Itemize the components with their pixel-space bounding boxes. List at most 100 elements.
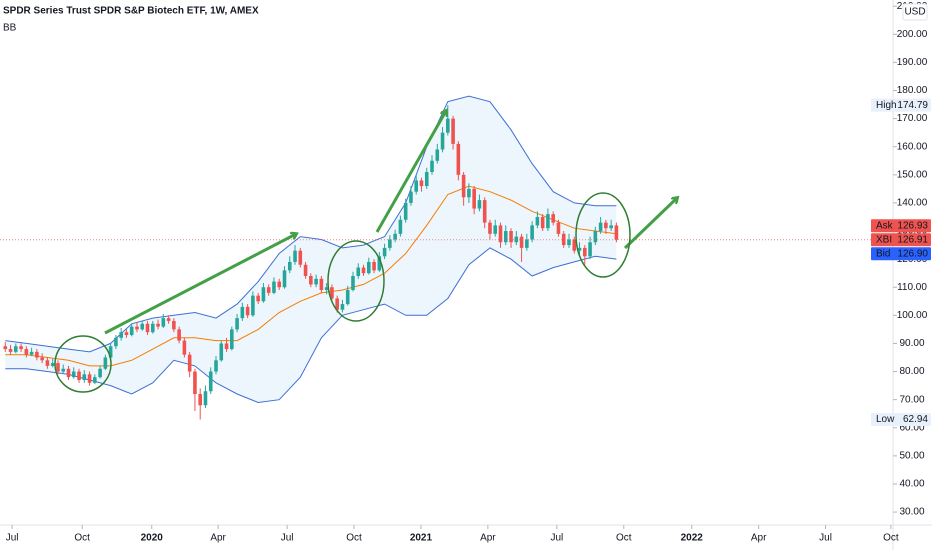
candle-body [45, 360, 50, 366]
y-tick-label: 200.00 [897, 29, 928, 40]
x-tick-label: Apr [480, 533, 496, 544]
candle-body [61, 368, 66, 372]
price-label-value: 126.90 [897, 248, 928, 259]
price-label-name: Low [876, 414, 895, 425]
price-label-value: 126.91 [897, 234, 928, 245]
candle-body [372, 261, 376, 271]
x-tick-label: Jul [281, 533, 294, 544]
price-label-box [871, 98, 931, 112]
price-label-name: Bid [876, 248, 890, 259]
candle-body [166, 318, 171, 321]
annotations [54, 111, 677, 393]
highlight-circle [327, 240, 385, 322]
candle-body [187, 354, 192, 372]
candle-body [272, 281, 276, 293]
x-tick-label: 2022 [681, 533, 704, 544]
candle-body [235, 318, 239, 330]
candle-body [77, 371, 81, 380]
highlight-circle [54, 335, 112, 393]
candle-body [388, 239, 392, 248]
candle-body [203, 391, 208, 406]
x-tick-label: Apr [210, 533, 226, 544]
y-tick-label: 160.00 [897, 141, 928, 152]
candle-body [224, 343, 229, 350]
candle-body [546, 214, 550, 229]
candle-body [303, 264, 308, 276]
candle-body [440, 132, 445, 150]
y-tick-label: 190.00 [897, 57, 928, 68]
price-label-value: 174.79 [897, 100, 928, 111]
candle-body [593, 231, 598, 243]
candle-body [430, 160, 434, 173]
candle-body [335, 298, 339, 310]
candle-body [488, 222, 492, 234]
candle-body [219, 343, 224, 361]
candle-body [530, 225, 534, 240]
candle-body [135, 326, 139, 330]
x-tick-label: 2020 [141, 533, 164, 544]
candle-body [193, 371, 197, 395]
candle-body [98, 368, 102, 378]
y-tick-label: 150.00 [897, 169, 928, 180]
y-tick-label: 60.00 [899, 422, 924, 433]
candle-body [477, 200, 482, 209]
candle-body [24, 349, 29, 355]
currency-badge[interactable] [902, 3, 928, 21]
candle-body [277, 281, 282, 288]
candle-body [287, 261, 292, 271]
axes: 30.00 40.00 50.00 60.00 70.00 80.00 90.00 100.0… [6, 1, 931, 544]
candle-body [324, 287, 329, 291]
candle-body [8, 349, 13, 352]
y-tick-label: 70.00 [899, 394, 924, 405]
x-tick-label: Jul [6, 533, 19, 544]
candle-body [14, 346, 18, 352]
price-label-box [871, 412, 931, 426]
candle-body [66, 368, 71, 378]
candle-body [561, 233, 566, 246]
candle-body [598, 222, 603, 232]
candle-body [609, 225, 613, 229]
candle-body [256, 295, 260, 302]
x-tick-label: 2021 [410, 533, 433, 544]
candle-body [393, 233, 397, 240]
candle-body [140, 323, 145, 330]
band-lower [5, 247, 617, 404]
candle-body [198, 394, 203, 406]
y-tick-label: 110.00 [897, 282, 927, 293]
candle-body [382, 247, 387, 257]
candle-body [556, 222, 561, 234]
candle-body [129, 326, 134, 336]
y-tick-label: 50.00 [899, 451, 924, 462]
price-label-value: 126.93 [897, 220, 928, 231]
candle-body [87, 374, 92, 383]
candle-body [71, 371, 76, 378]
candle-body [519, 236, 524, 248]
candle-body [3, 346, 8, 350]
candle-body [309, 275, 313, 285]
candle-body [577, 247, 582, 251]
candle-body [435, 149, 440, 161]
candle-body [446, 118, 450, 133]
candle-body [56, 363, 60, 372]
price-label-value: 62.94 [903, 414, 928, 425]
x-tick-label: Apr [751, 533, 767, 544]
candle-body [230, 329, 234, 350]
candle-body [572, 239, 577, 251]
candle-body [525, 239, 529, 248]
candle-body [330, 287, 334, 299]
candle-body [409, 191, 413, 203]
candle-body [456, 143, 461, 175]
candle-body [35, 351, 39, 358]
candle-body [145, 323, 150, 333]
candle-body [119, 332, 123, 338]
highlight-circle [575, 192, 631, 278]
x-tick-label: Oct [616, 533, 632, 544]
candle-body [298, 250, 303, 265]
candle-body [451, 118, 455, 144]
y-tick-label: 30.00 [899, 507, 924, 518]
candle-body [214, 360, 218, 372]
currency-label[interactable]: USD [904, 7, 925, 18]
candle-body [498, 225, 503, 243]
candle-body [208, 371, 213, 392]
